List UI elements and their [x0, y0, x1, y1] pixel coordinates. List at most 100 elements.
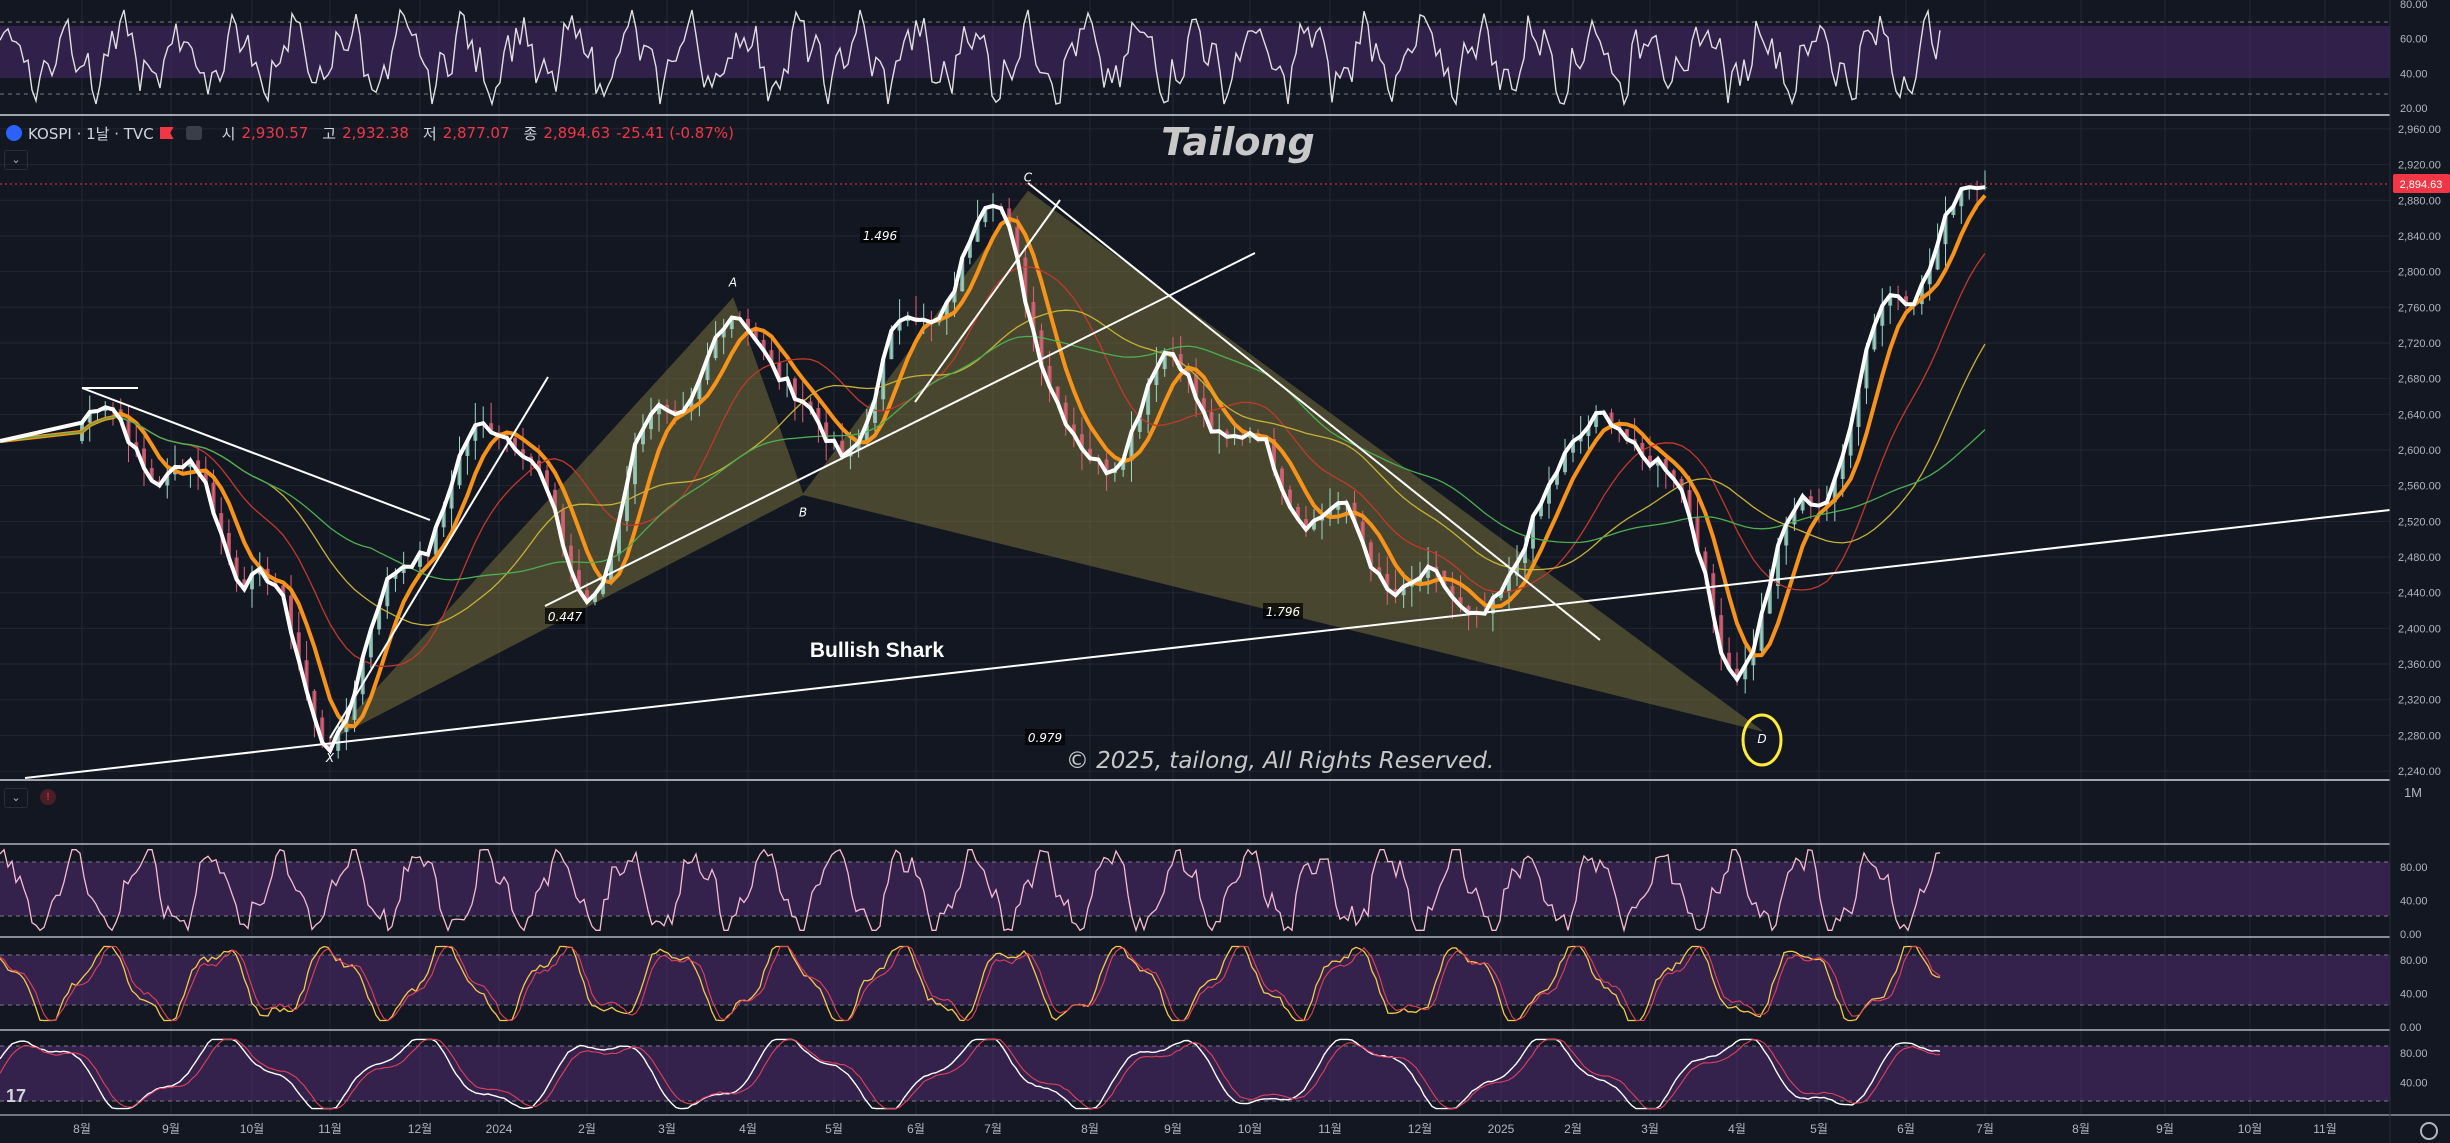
candle-body: [897, 321, 902, 331]
candle-body: [250, 574, 254, 590]
ema-fast-line: [0, 194, 1987, 729]
candle-body: [242, 579, 247, 590]
symbol-logo-icon: [6, 125, 22, 141]
candle-body: [1563, 452, 1567, 473]
harmonic-point-label: X: [325, 751, 335, 765]
candle-body: [1426, 566, 1431, 578]
top-osc-tick-label: 20.00: [2400, 103, 2428, 115]
candle-body: [1418, 577, 1422, 583]
candle-body: [537, 460, 541, 471]
candle-body: [1888, 295, 1893, 306]
time-tick-label: 9월: [1164, 1122, 1182, 1136]
candle-body: [665, 404, 669, 411]
candle-body: [134, 442, 139, 449]
time-tick-label: 7월: [1976, 1122, 1994, 1136]
time-tick-label: 12월: [408, 1122, 432, 1136]
candle-body: [593, 594, 597, 603]
time-tick-label: 5월: [1810, 1122, 1828, 1136]
ratio-label: 0.979: [1025, 729, 1065, 745]
candle-body: [1711, 573, 1716, 616]
last-price-badge: 2,894.63: [2393, 174, 2450, 193]
time-tick-label: 8월: [73, 1122, 91, 1136]
candle-body: [1328, 509, 1332, 517]
candle-body: [1280, 468, 1284, 490]
candle-body: [1023, 257, 1028, 302]
tradingview-logo-icon[interactable]: 17: [6, 1086, 27, 1106]
harmonic-point-label: B: [799, 506, 807, 520]
open-value: 2,930.57: [241, 124, 309, 142]
candle-body: [1539, 503, 1543, 517]
candle-body: [377, 606, 382, 630]
change-value: -25.41 (-0.87%): [616, 124, 734, 142]
candle-body: [142, 448, 146, 469]
ma-slow-line: [0, 309, 1986, 626]
candle-body: [881, 359, 886, 400]
symbol-name[interactable]: KOSPI · 1날 · TVC: [28, 124, 154, 143]
candle-body: [1360, 521, 1365, 543]
candle-body: [1555, 472, 1559, 485]
time-tick-label: 3월: [1641, 1122, 1659, 1136]
candle-body: [769, 350, 774, 363]
time-tick-label: 11월: [318, 1122, 342, 1136]
candle-body: [352, 694, 357, 720]
price-tick-label: 2,400.00: [2398, 623, 2441, 635]
candle-body: [1767, 585, 1772, 614]
candle-body: [561, 509, 565, 546]
candle-body: [1466, 606, 1471, 613]
time-tick-label: 4월: [739, 1122, 757, 1136]
osc-tick-label: 80.00: [2400, 955, 2428, 967]
candle-body: [165, 474, 170, 486]
flag-icon[interactable]: [159, 127, 174, 139]
candle-body: [1904, 296, 1908, 305]
candle-body: [1743, 665, 1748, 680]
candle-body: [792, 378, 797, 400]
candle-body: [1272, 439, 1276, 469]
osc-tick-label: 40.00: [2400, 895, 2428, 907]
candle-body: [1609, 412, 1614, 426]
top-oscillator-pane: [0, 8, 2390, 107]
candle-body: [609, 554, 613, 583]
settings-gear-icon[interactable]: [2420, 1122, 2438, 1140]
candle-body: [1800, 496, 1805, 511]
candle-body: [777, 362, 782, 381]
alert-icon[interactable]: !: [40, 789, 56, 805]
visibility-icon[interactable]: [185, 126, 202, 140]
candle-body: [1499, 592, 1503, 598]
candle-body: [336, 732, 341, 751]
price-tick-label: 2,880.00: [2398, 195, 2441, 207]
candle-body: [401, 566, 406, 574]
candle-body: [1186, 369, 1191, 375]
close-value: 2,894.63: [543, 124, 611, 142]
price-tick-label: 2,680.00: [2398, 374, 2441, 386]
price-axis: 2,960.00 2,920.00 2,880.00 2,840.00 2,800.00…: [2398, 124, 2441, 778]
candle-body: [553, 489, 557, 510]
candle-body: [1312, 520, 1316, 530]
candle-body: [368, 629, 373, 658]
candle-body: [1458, 597, 1463, 607]
time-tick-label: 6월: [907, 1122, 925, 1136]
pane-collapse-button[interactable]: ⌄: [4, 788, 28, 808]
candle-body: [433, 527, 438, 555]
price-tick-label: 2,320.00: [2398, 695, 2441, 707]
candle-body: [234, 557, 239, 580]
time-tick-label: 10월: [2238, 1122, 2262, 1136]
harmonic-point-labels: X A B C D: [325, 170, 1767, 765]
time-tick-label: 2월: [1564, 1122, 1582, 1136]
ma-mid-line: [0, 253, 1986, 668]
osc-tick-label: 80.00: [2400, 862, 2428, 874]
high-label: 고: [322, 124, 337, 143]
candle-body: [1121, 460, 1126, 470]
candle-body: [1515, 563, 1519, 576]
candle-body: [1792, 510, 1797, 525]
top-osc-tick-label: 80.00: [2400, 0, 2428, 11]
osc-axis: 80.00 40.00 0.00 80.00 40.00 0.00 80.00 40.00: [2400, 862, 2428, 1090]
time-tick-label: 12월: [1408, 1122, 1432, 1136]
price-tick-label: 2,960.00: [2398, 124, 2441, 136]
legend-collapse-button[interactable]: ⌄: [4, 150, 28, 170]
candle-body: [1377, 567, 1382, 575]
harmonic-point-label: C: [1024, 170, 1033, 184]
candle-body: [1919, 284, 1924, 305]
candle-body: [211, 482, 216, 514]
osc-tick-label: 0.00: [2400, 1022, 2421, 1034]
